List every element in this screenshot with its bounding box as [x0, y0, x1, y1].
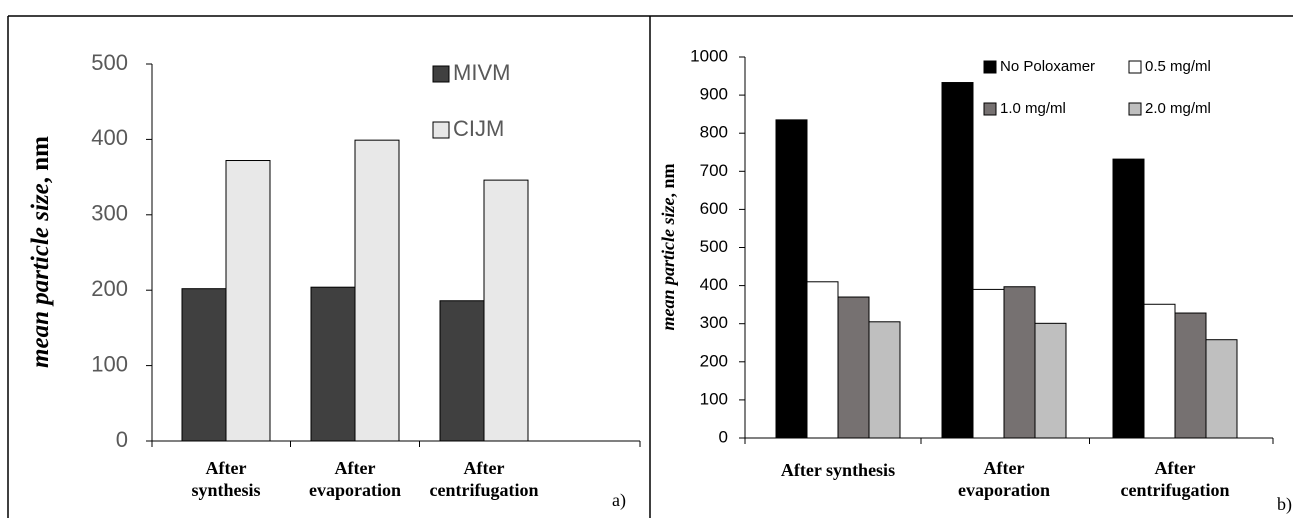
y-tick-label: 300	[91, 201, 128, 226]
x-category-label: After	[335, 458, 376, 478]
panel-label: a)	[612, 490, 626, 511]
bar-no-poloxamer	[1112, 158, 1145, 439]
y-tick-label: 900	[700, 85, 728, 104]
y-tick-label: 100	[91, 351, 128, 376]
y-tick-label: 500	[700, 237, 728, 256]
bar-mivm	[439, 300, 485, 442]
bar-cijm	[483, 179, 529, 442]
x-category-label: evaporation	[309, 480, 401, 500]
y-axis-label-unit: , nm	[658, 163, 678, 197]
bar-2-0-mg-ml	[1034, 322, 1067, 439]
y-tick-label: 200	[700, 351, 728, 370]
y-axis-label: mean particle size, nm	[658, 163, 678, 330]
y-tick-label: 700	[700, 161, 728, 180]
y-tick-label: 400	[91, 125, 128, 150]
legend-swatch	[432, 65, 450, 83]
y-tick-label: 1000	[690, 46, 728, 65]
bar-mivm	[181, 288, 227, 442]
y-tick-label: 800	[700, 123, 728, 142]
legend-label: MIVM	[453, 60, 510, 85]
chart-panel-b: 0 100 200 300 400 500 600 700 800 900 1000 After sy…	[658, 46, 1292, 515]
x-category-label: evaporation	[958, 480, 1050, 500]
bar-1-0-mg-ml	[1003, 286, 1036, 439]
y-axis-label: mean particle size, nm	[27, 136, 54, 368]
bar-2-0-mg-ml	[1205, 339, 1238, 439]
chart-panel-a: 0100200300400500AftersynthesisAfterevapo…	[27, 50, 641, 511]
legend-swatch	[983, 60, 997, 74]
y-axis-label-italic: mean particle size	[27, 183, 54, 368]
bar-no-poloxamer	[775, 119, 808, 439]
figure-frame	[7, 15, 1293, 518]
bar-0-5-mg-ml	[806, 281, 839, 439]
y-axis-label-italic: mean particle size	[658, 198, 678, 331]
bar-0-5-mg-ml	[972, 288, 1005, 439]
panel-label: b)	[1277, 494, 1292, 515]
x-category-label: centrifugation	[1121, 480, 1230, 500]
y-axis-label-unit: , nm	[27, 136, 54, 183]
bar-no-poloxamer	[941, 82, 974, 439]
legend-swatch	[983, 102, 997, 116]
y-tick-label: 0	[116, 427, 128, 452]
legend-label: 1.0 mg/ml	[1000, 100, 1066, 117]
y-tick-label: 0	[719, 427, 728, 446]
legend-label: CIJM	[453, 116, 504, 141]
bar-2-0-mg-ml	[868, 321, 901, 439]
x-category-label: After	[206, 458, 247, 478]
x-category-label: centrifugation	[430, 480, 539, 500]
legend-swatch	[1128, 102, 1142, 116]
bar-mivm	[310, 286, 356, 442]
x-category-label: After synthesis	[781, 460, 895, 480]
legend-swatch	[1128, 60, 1142, 74]
legend-label: 2.0 mg/ml	[1145, 100, 1211, 117]
y-tick-label: 500	[91, 50, 128, 75]
bar-1-0-mg-ml	[1174, 312, 1207, 439]
x-category-label: After	[464, 458, 505, 478]
bar-1-0-mg-ml	[837, 296, 870, 439]
x-category-label: synthesis	[191, 480, 260, 500]
bar-0-5-mg-ml	[1143, 303, 1176, 439]
bar-cijm	[354, 139, 400, 442]
y-tick-label: 100	[700, 389, 728, 408]
legend-label: No Poloxamer	[1000, 58, 1095, 75]
bar-cijm	[225, 160, 271, 442]
x-category-label: After	[984, 458, 1025, 478]
y-tick-label: 300	[700, 313, 728, 332]
x-category-label: After	[1155, 458, 1196, 478]
y-tick-label: 200	[91, 276, 128, 301]
legend-label: 0.5 mg/ml	[1145, 58, 1211, 75]
y-tick-label: 600	[700, 199, 728, 218]
legend-swatch	[432, 121, 450, 139]
y-tick-label: 400	[700, 275, 728, 294]
